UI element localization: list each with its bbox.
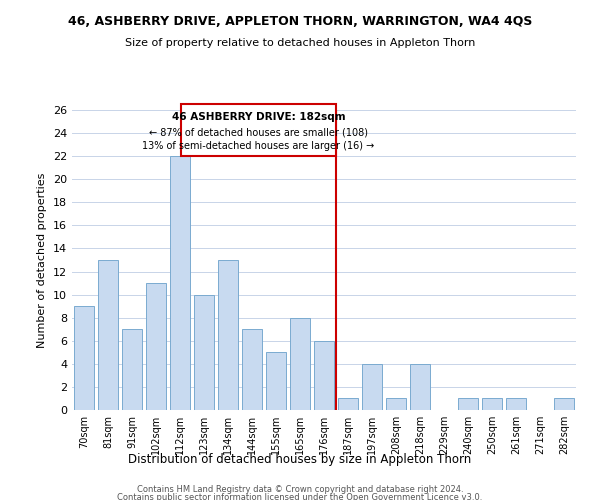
Bar: [338, 398, 358, 410]
Bar: [266, 352, 286, 410]
Bar: [314, 341, 334, 410]
Text: 46 ASHBERRY DRIVE: 182sqm: 46 ASHBERRY DRIVE: 182sqm: [172, 112, 346, 122]
Bar: [98, 260, 118, 410]
Bar: [458, 398, 478, 410]
Bar: [290, 318, 310, 410]
Bar: [170, 156, 190, 410]
Bar: [218, 260, 238, 410]
Bar: [410, 364, 430, 410]
Text: Contains HM Land Registry data © Crown copyright and database right 2024.: Contains HM Land Registry data © Crown c…: [137, 485, 463, 494]
Bar: [362, 364, 382, 410]
Text: 46, ASHBERRY DRIVE, APPLETON THORN, WARRINGTON, WA4 4QS: 46, ASHBERRY DRIVE, APPLETON THORN, WARR…: [68, 15, 532, 28]
Text: ← 87% of detached houses are smaller (108): ← 87% of detached houses are smaller (10…: [149, 128, 368, 138]
Text: Size of property relative to detached houses in Appleton Thorn: Size of property relative to detached ho…: [125, 38, 475, 48]
Bar: [74, 306, 94, 410]
Bar: [554, 398, 574, 410]
Text: Distribution of detached houses by size in Appleton Thorn: Distribution of detached houses by size …: [128, 452, 472, 466]
Text: Contains public sector information licensed under the Open Government Licence v3: Contains public sector information licen…: [118, 492, 482, 500]
Bar: [242, 329, 262, 410]
Y-axis label: Number of detached properties: Number of detached properties: [37, 172, 47, 348]
Bar: [194, 294, 214, 410]
FancyBboxPatch shape: [181, 104, 336, 156]
Text: 13% of semi-detached houses are larger (16) →: 13% of semi-detached houses are larger (…: [142, 141, 375, 151]
Bar: [122, 329, 142, 410]
Bar: [482, 398, 502, 410]
Bar: [506, 398, 526, 410]
Bar: [146, 283, 166, 410]
Bar: [386, 398, 406, 410]
